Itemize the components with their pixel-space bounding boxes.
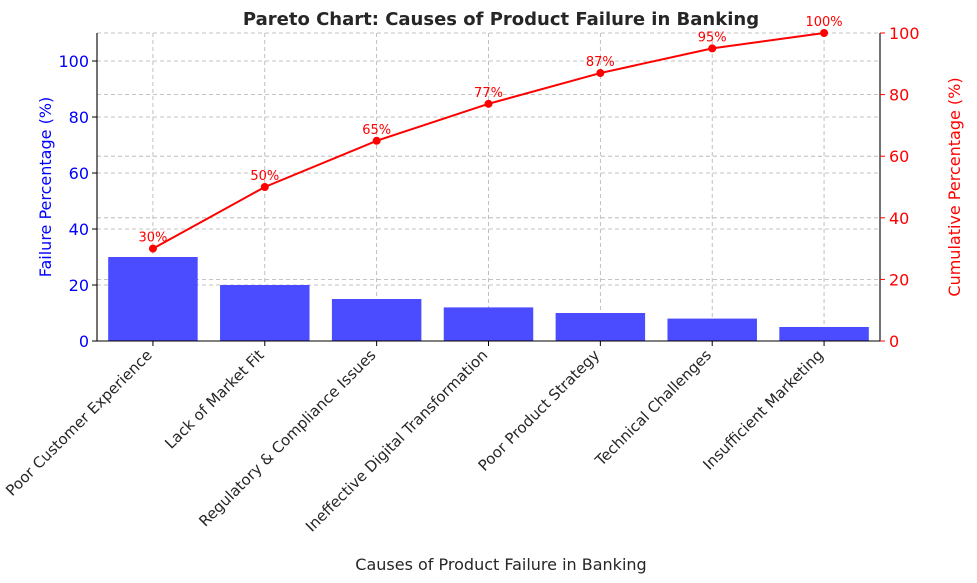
x-tick-label: Lack of Market Fit — [161, 346, 267, 452]
y2-tick-label: 40 — [889, 209, 909, 228]
x-axis-label: Causes of Product Failure in Banking — [355, 555, 646, 574]
bar — [443, 307, 534, 341]
bar — [220, 285, 310, 341]
bar — [331, 299, 422, 341]
y-tick-label: 100 — [58, 52, 89, 71]
bar — [108, 257, 198, 341]
y-tick-label: 0 — [79, 332, 89, 351]
cumulative-point — [820, 29, 829, 37]
bar — [667, 318, 757, 341]
cumulative-point — [484, 99, 493, 108]
cumulative-data-label: 100% — [805, 15, 842, 30]
cumulative-data-label: 87% — [586, 55, 615, 70]
x-tick-label: Poor Customer Experience — [2, 346, 156, 500]
chart-title: Pareto Chart: Causes of Product Failure … — [243, 9, 759, 30]
bar — [779, 327, 869, 341]
y-tick-label: 80 — [69, 108, 89, 127]
cumulative-point — [372, 136, 381, 145]
x-tick-label: Technical Challenges — [591, 346, 715, 470]
y2-axis-label: Cumulative Percentage (%) — [945, 77, 964, 296]
cumulative-point — [260, 183, 269, 191]
x-tick-label: Insufficient Marketing — [699, 346, 827, 474]
cumulative-data-label: 77% — [474, 86, 503, 101]
cumulative-data-label: 65% — [362, 123, 391, 138]
bar-series — [108, 257, 869, 341]
y-tick-label: 60 — [69, 164, 89, 183]
cumulative-data-label: 30% — [138, 231, 167, 246]
cumulative-point — [708, 44, 717, 53]
y-tick-label: 20 — [69, 276, 89, 295]
bar — [555, 313, 646, 341]
y2-tick-label: 20 — [889, 270, 909, 289]
y-tick-label: 40 — [69, 220, 89, 239]
cumulative-line-series: 30% 50% 65% 77% 87% 95% 100% — [138, 15, 843, 253]
grid — [97, 32, 880, 342]
y2-tick-label: 0 — [889, 332, 899, 351]
cumulative-point — [596, 69, 605, 78]
x-tick-label: Ineffective Digital Transformation — [302, 346, 491, 535]
y2-tick-label: 100 — [889, 24, 920, 43]
y2-tick-label: 60 — [889, 147, 909, 166]
y-axis-label: Failure Percentage (%) — [36, 97, 55, 278]
x-tick-label: Regulatory & Compliance Issues — [195, 346, 379, 530]
y2-tick-label: 80 — [889, 86, 909, 105]
cumulative-data-label: 50% — [250, 169, 279, 184]
x-tick-label: Poor Product Strategy — [475, 346, 604, 475]
cumulative-point — [148, 244, 157, 253]
cumulative-data-label: 95% — [698, 30, 727, 45]
